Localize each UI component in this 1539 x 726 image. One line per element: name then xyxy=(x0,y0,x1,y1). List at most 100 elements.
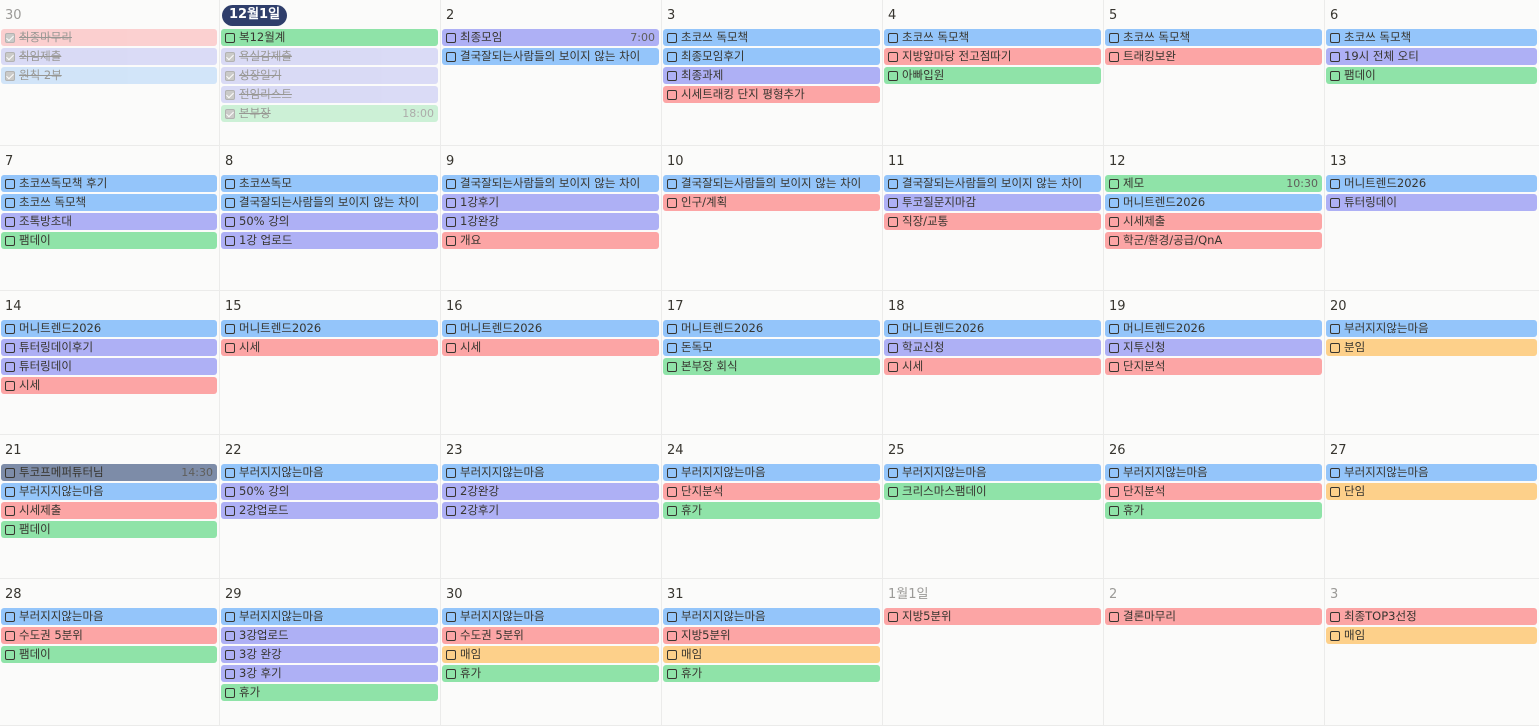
checkbox-icon[interactable] xyxy=(5,524,15,535)
checkbox-icon[interactable] xyxy=(888,361,898,372)
calendar-event[interactable]: 분임 xyxy=(1326,339,1537,356)
calendar-event[interactable]: 1강 업로드 xyxy=(221,232,438,249)
calendar-event[interactable]: 팸데이 xyxy=(1,232,217,249)
calendar-event[interactable]: 아빠입원 xyxy=(884,67,1101,84)
calendar-event[interactable]: 결국잘되는사람들의 보이지 않는 차이 xyxy=(663,175,880,192)
calendar-event[interactable]: 수도권 5분위 xyxy=(442,627,659,644)
calendar-event[interactable]: 머니트렌드2026 xyxy=(1105,320,1322,337)
calendar-event[interactable]: 지방5분위 xyxy=(663,627,880,644)
day-cell[interactable]: 12 제모 10:30 머니트렌드2026 시세제출 학군/환경/공급/QnA xyxy=(1104,146,1325,291)
day-cell[interactable]: 15 머니트렌드2026 시세 xyxy=(220,291,441,435)
checkbox-icon[interactable] xyxy=(1109,486,1119,497)
checkbox-icon[interactable] xyxy=(446,467,456,478)
calendar-event[interactable]: 초코쓰 독모책 xyxy=(1105,29,1322,46)
checkbox-icon[interactable] xyxy=(225,649,235,660)
checkbox-icon[interactable] xyxy=(1109,32,1119,43)
checkbox-icon[interactable] xyxy=(888,178,898,189)
calendar-event[interactable]: 초코쓰 독모책 xyxy=(1,194,217,211)
calendar-event[interactable]: 초코쓰 독모책 xyxy=(663,29,880,46)
checkbox-icon[interactable] xyxy=(667,505,677,516)
checkbox-icon[interactable] xyxy=(225,89,235,100)
calendar-event[interactable]: 부러지지않는마음 xyxy=(663,464,880,481)
checkbox-icon[interactable] xyxy=(225,178,235,189)
checkbox-icon[interactable] xyxy=(446,197,456,208)
calendar-event[interactable]: 지방앞마당 전고점따기 xyxy=(884,48,1101,65)
calendar-event[interactable]: 휴가 xyxy=(1105,502,1322,519)
checkbox-icon[interactable] xyxy=(667,89,677,100)
day-cell[interactable]: 22 부러지지않는마음 50% 강의 2강업로드 xyxy=(220,435,441,579)
day-cell[interactable]: 26 부러지지않는마음 단지분석 휴가 xyxy=(1104,435,1325,579)
calendar-event[interactable]: 부러지지않는마음 xyxy=(663,608,880,625)
checkbox-icon[interactable] xyxy=(225,630,235,641)
calendar-event[interactable]: 머니트렌드2026 xyxy=(1,320,217,337)
checkbox-icon[interactable] xyxy=(1330,611,1340,622)
checkbox-icon[interactable] xyxy=(1109,216,1119,227)
calendar-event[interactable]: 돈독모 xyxy=(663,339,880,356)
calendar-event[interactable]: 50% 강의 xyxy=(221,483,438,500)
calendar-event[interactable]: 머니트렌드2026 xyxy=(884,320,1101,337)
checkbox-icon[interactable] xyxy=(5,51,15,62)
calendar-event[interactable]: 개요 xyxy=(442,232,659,249)
checkbox-icon[interactable] xyxy=(1109,51,1119,62)
calendar-event[interactable]: 직장/교통 xyxy=(884,213,1101,230)
checkbox-icon[interactable] xyxy=(446,51,456,62)
checkbox-icon[interactable] xyxy=(5,235,15,246)
checkbox-icon[interactable] xyxy=(446,178,456,189)
checkbox-icon[interactable] xyxy=(667,668,677,679)
checkbox-icon[interactable] xyxy=(446,649,456,660)
calendar-event[interactable]: 최종TOP3선정 xyxy=(1326,608,1537,625)
checkbox-icon[interactable] xyxy=(446,342,456,353)
calendar-event[interactable]: 3강 완강 xyxy=(221,646,438,663)
checkbox-icon[interactable] xyxy=(446,235,456,246)
calendar-event[interactable]: 3강업로드 xyxy=(221,627,438,644)
calendar-event[interactable]: 단지분석 xyxy=(663,483,880,500)
checkbox-icon[interactable] xyxy=(225,108,235,119)
calendar-event[interactable]: 3강 후기 xyxy=(221,665,438,682)
checkbox-icon[interactable] xyxy=(667,611,677,622)
calendar-event[interactable]: 부러지지않는마음 xyxy=(1,483,217,500)
checkbox-icon[interactable] xyxy=(667,649,677,660)
checkbox-icon[interactable] xyxy=(667,342,677,353)
calendar-event[interactable]: 2강업로드 xyxy=(221,502,438,519)
calendar-event[interactable]: 시세제출 xyxy=(1105,213,1322,230)
checkbox-icon[interactable] xyxy=(225,70,235,81)
day-cell[interactable]: 2 최종모임 7:00 결국잘되는사람들의 보이지 않는 차이 xyxy=(441,0,662,146)
checkbox-icon[interactable] xyxy=(667,51,677,62)
checkbox-icon[interactable] xyxy=(888,342,898,353)
calendar-event[interactable]: 팸데이 xyxy=(1326,67,1537,84)
calendar-event[interactable]: 복12월계 xyxy=(221,29,438,46)
day-cell[interactable]: 20 부러지지않는마음 분임 xyxy=(1325,291,1539,435)
calendar-event[interactable]: 성장일기 xyxy=(221,67,438,84)
checkbox-icon[interactable] xyxy=(1109,342,1119,353)
calendar-event[interactable]: 부러지지않는마음 xyxy=(221,464,438,481)
calendar-event[interactable]: 본부장 18:00 xyxy=(221,105,438,122)
calendar-event[interactable]: 부러지지않는마음 xyxy=(442,464,659,481)
calendar-event[interactable]: 부러지지않는마음 xyxy=(884,464,1101,481)
checkbox-icon[interactable] xyxy=(888,323,898,334)
calendar-event[interactable]: 부러지지않는마음 xyxy=(442,608,659,625)
checkbox-icon[interactable] xyxy=(1330,467,1340,478)
calendar-event[interactable]: 부러지지않는마음 xyxy=(1326,320,1537,337)
calendar-event[interactable]: 수도권 5분위 xyxy=(1,627,217,644)
checkbox-icon[interactable] xyxy=(5,323,15,334)
calendar-event[interactable]: 조톡방초대 xyxy=(1,213,217,230)
calendar-event[interactable]: 19시 전체 오티 xyxy=(1326,48,1537,65)
calendar-event[interactable]: 휴가 xyxy=(663,665,880,682)
checkbox-icon[interactable] xyxy=(5,216,15,227)
checkbox-icon[interactable] xyxy=(667,323,677,334)
calendar-event[interactable]: 튜터링데이 xyxy=(1,358,217,375)
checkbox-icon[interactable] xyxy=(225,486,235,497)
checkbox-icon[interactable] xyxy=(1109,235,1119,246)
checkbox-icon[interactable] xyxy=(225,668,235,679)
day-cell[interactable]: 24 부러지지않는마음 단지분석 휴가 xyxy=(662,435,883,579)
calendar-event[interactable]: 부러지지않는마음 xyxy=(1326,464,1537,481)
calendar-event[interactable]: 단임 xyxy=(1326,483,1537,500)
calendar-event[interactable]: 시세제출 xyxy=(1,502,217,519)
checkbox-icon[interactable] xyxy=(5,505,15,516)
checkbox-icon[interactable] xyxy=(5,611,15,622)
checkbox-icon[interactable] xyxy=(1109,467,1119,478)
calendar-event[interactable]: 휴가 xyxy=(442,665,659,682)
checkbox-icon[interactable] xyxy=(667,197,677,208)
calendar-event[interactable]: 결국잘되는사람들의 보이지 않는 차이 xyxy=(884,175,1101,192)
checkbox-icon[interactable] xyxy=(225,32,235,43)
